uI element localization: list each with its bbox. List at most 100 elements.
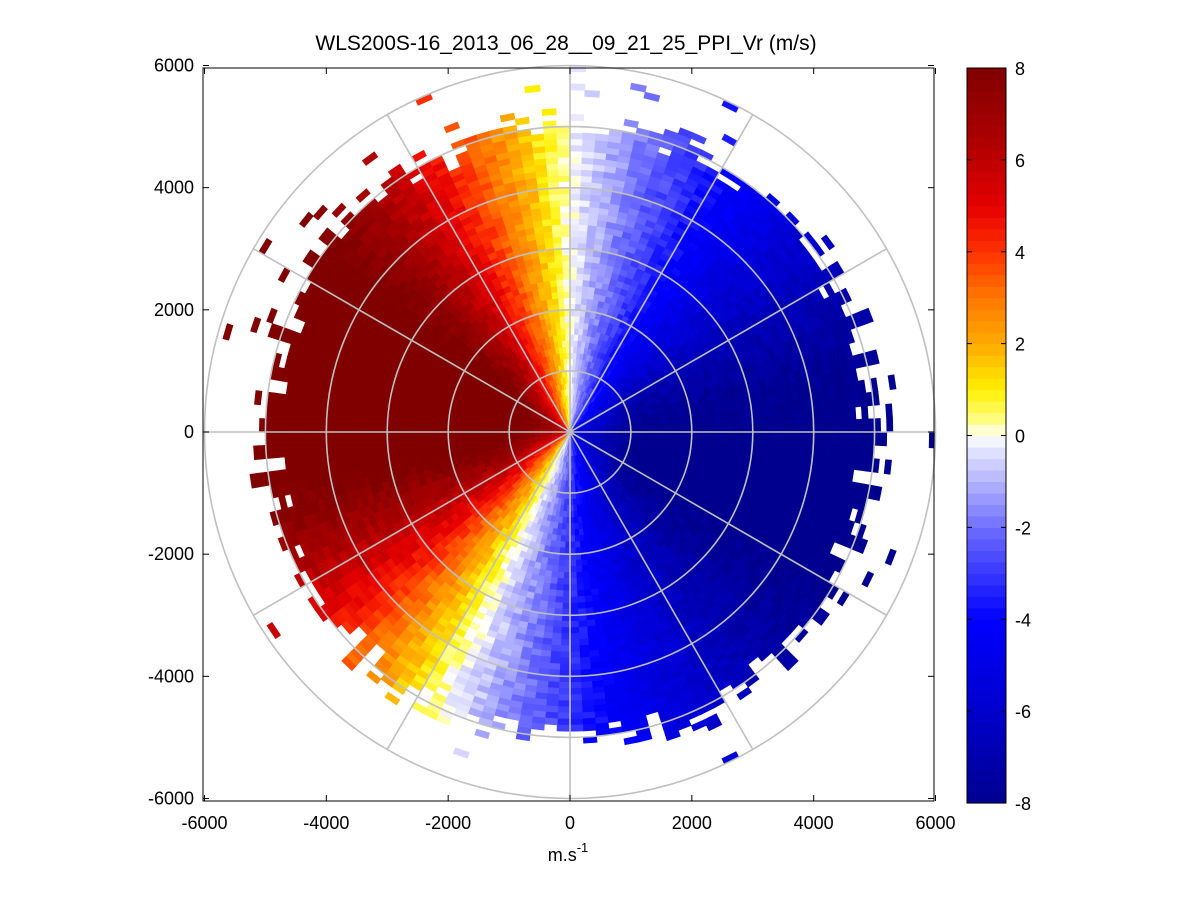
velocity-cell bbox=[557, 559, 565, 567]
velocity-cell bbox=[569, 168, 582, 177]
velocity-cell bbox=[764, 422, 772, 433]
velocity-cell bbox=[697, 437, 705, 445]
velocity-cell bbox=[561, 620, 571, 628]
velocity-cell bbox=[569, 193, 581, 201]
velocity-cell bbox=[584, 89, 601, 98]
velocity-cell bbox=[556, 718, 571, 726]
velocity-cell bbox=[825, 431, 833, 444]
velocity-cell bbox=[842, 407, 851, 421]
velocity-cell bbox=[551, 564, 559, 573]
velocity-cell bbox=[582, 138, 596, 147]
velocity-cell bbox=[715, 424, 723, 433]
velocity-cell bbox=[575, 291, 583, 299]
velocity-cell bbox=[569, 724, 584, 732]
velocity-cell bbox=[825, 420, 833, 433]
velocity-cell bbox=[574, 535, 580, 543]
velocity-cell bbox=[545, 705, 559, 714]
velocity-cell bbox=[554, 602, 563, 610]
velocity-cell bbox=[720, 444, 729, 454]
velocity-cell bbox=[739, 439, 747, 448]
velocity-cell bbox=[569, 138, 584, 146]
velocity-cell bbox=[550, 644, 562, 653]
velocity-cell bbox=[557, 706, 571, 714]
velocity-cell bbox=[800, 410, 808, 423]
velocity-cell bbox=[709, 425, 717, 433]
velocity-cell bbox=[666, 422, 674, 429]
velocity-cell bbox=[763, 414, 772, 424]
velocity-cell bbox=[721, 424, 729, 433]
velocity-cell bbox=[697, 419, 705, 427]
velocity-cell bbox=[581, 711, 596, 720]
velocity-cell bbox=[562, 596, 571, 604]
velocity-cell bbox=[550, 650, 561, 659]
velocity-cell bbox=[703, 437, 711, 445]
velocity-cell bbox=[860, 405, 869, 420]
velocity-cell bbox=[581, 570, 590, 579]
velocity-cell bbox=[830, 443, 839, 456]
velocity-cell bbox=[702, 443, 710, 451]
velocity-cell bbox=[843, 431, 851, 445]
velocity-cell bbox=[721, 417, 729, 426]
velocity-cell bbox=[746, 423, 754, 433]
velocity-cell bbox=[819, 431, 827, 444]
velocity-cell bbox=[551, 632, 562, 640]
velocity-cell bbox=[703, 419, 711, 427]
velocity-cell bbox=[678, 421, 686, 428]
velocity-cell bbox=[549, 576, 558, 585]
velocity-cell bbox=[703, 425, 711, 433]
velocity-cell bbox=[551, 638, 562, 646]
velocity-cell bbox=[757, 414, 766, 425]
velocity-cell bbox=[552, 620, 563, 628]
velocity-cell bbox=[691, 426, 699, 433]
velocity-cell bbox=[642, 424, 650, 430]
velocity-cell bbox=[569, 590, 578, 598]
velocity-cell bbox=[800, 441, 808, 454]
velocity-cell bbox=[569, 706, 583, 714]
velocity-cell bbox=[559, 651, 571, 659]
velocity-cell bbox=[548, 589, 557, 597]
velocity-cell bbox=[569, 303, 576, 311]
velocity-cell bbox=[557, 712, 571, 720]
velocity-cell bbox=[861, 431, 869, 446]
velocity-cell bbox=[577, 254, 586, 262]
velocity-cell bbox=[579, 199, 591, 208]
velocity-cell bbox=[545, 699, 559, 707]
velocity-cell bbox=[848, 406, 857, 421]
velocity-cell bbox=[770, 431, 778, 442]
velocity-cell bbox=[885, 403, 893, 419]
velocity-cell bbox=[727, 424, 735, 433]
velocity-cell bbox=[732, 446, 741, 455]
velocity-cell bbox=[691, 431, 699, 438]
velocity-cell bbox=[559, 541, 566, 549]
plot-area: -6000 -4000 -2000 0 2000 4000 6000600040002000… bbox=[148, 56, 956, 834]
velocity-cell bbox=[546, 693, 559, 701]
velocity-cell bbox=[842, 443, 851, 457]
velocity-cell bbox=[582, 132, 597, 141]
velocity-cell bbox=[572, 504, 578, 512]
velocity-cell bbox=[769, 413, 778, 424]
velocity-cell bbox=[569, 285, 577, 292]
velocity-cell bbox=[569, 657, 581, 665]
velocity-cell bbox=[770, 422, 778, 433]
velocity-cell bbox=[569, 602, 579, 610]
velocity-cell bbox=[579, 662, 592, 671]
velocity-cell bbox=[569, 596, 578, 604]
velocity-cell bbox=[643, 91, 661, 102]
velocity-cell bbox=[769, 440, 778, 451]
velocity-cell bbox=[715, 431, 723, 440]
velocity-cell bbox=[860, 444, 869, 459]
velocity-cell bbox=[569, 144, 583, 152]
velocity-cell bbox=[794, 431, 802, 443]
velocity-cell bbox=[581, 150, 595, 159]
velocity-cell bbox=[740, 431, 748, 441]
velocity-cell bbox=[557, 565, 565, 573]
velocity-cell bbox=[573, 522, 579, 530]
velocity-cell bbox=[569, 132, 584, 140]
velocity-cell bbox=[559, 663, 571, 671]
velocity-cell bbox=[563, 559, 571, 567]
velocity-cell bbox=[576, 272, 585, 281]
velocity-cell bbox=[800, 421, 808, 433]
velocity-cell bbox=[883, 459, 892, 475]
velocity-cell bbox=[746, 431, 754, 441]
velocity-cell bbox=[569, 254, 579, 262]
